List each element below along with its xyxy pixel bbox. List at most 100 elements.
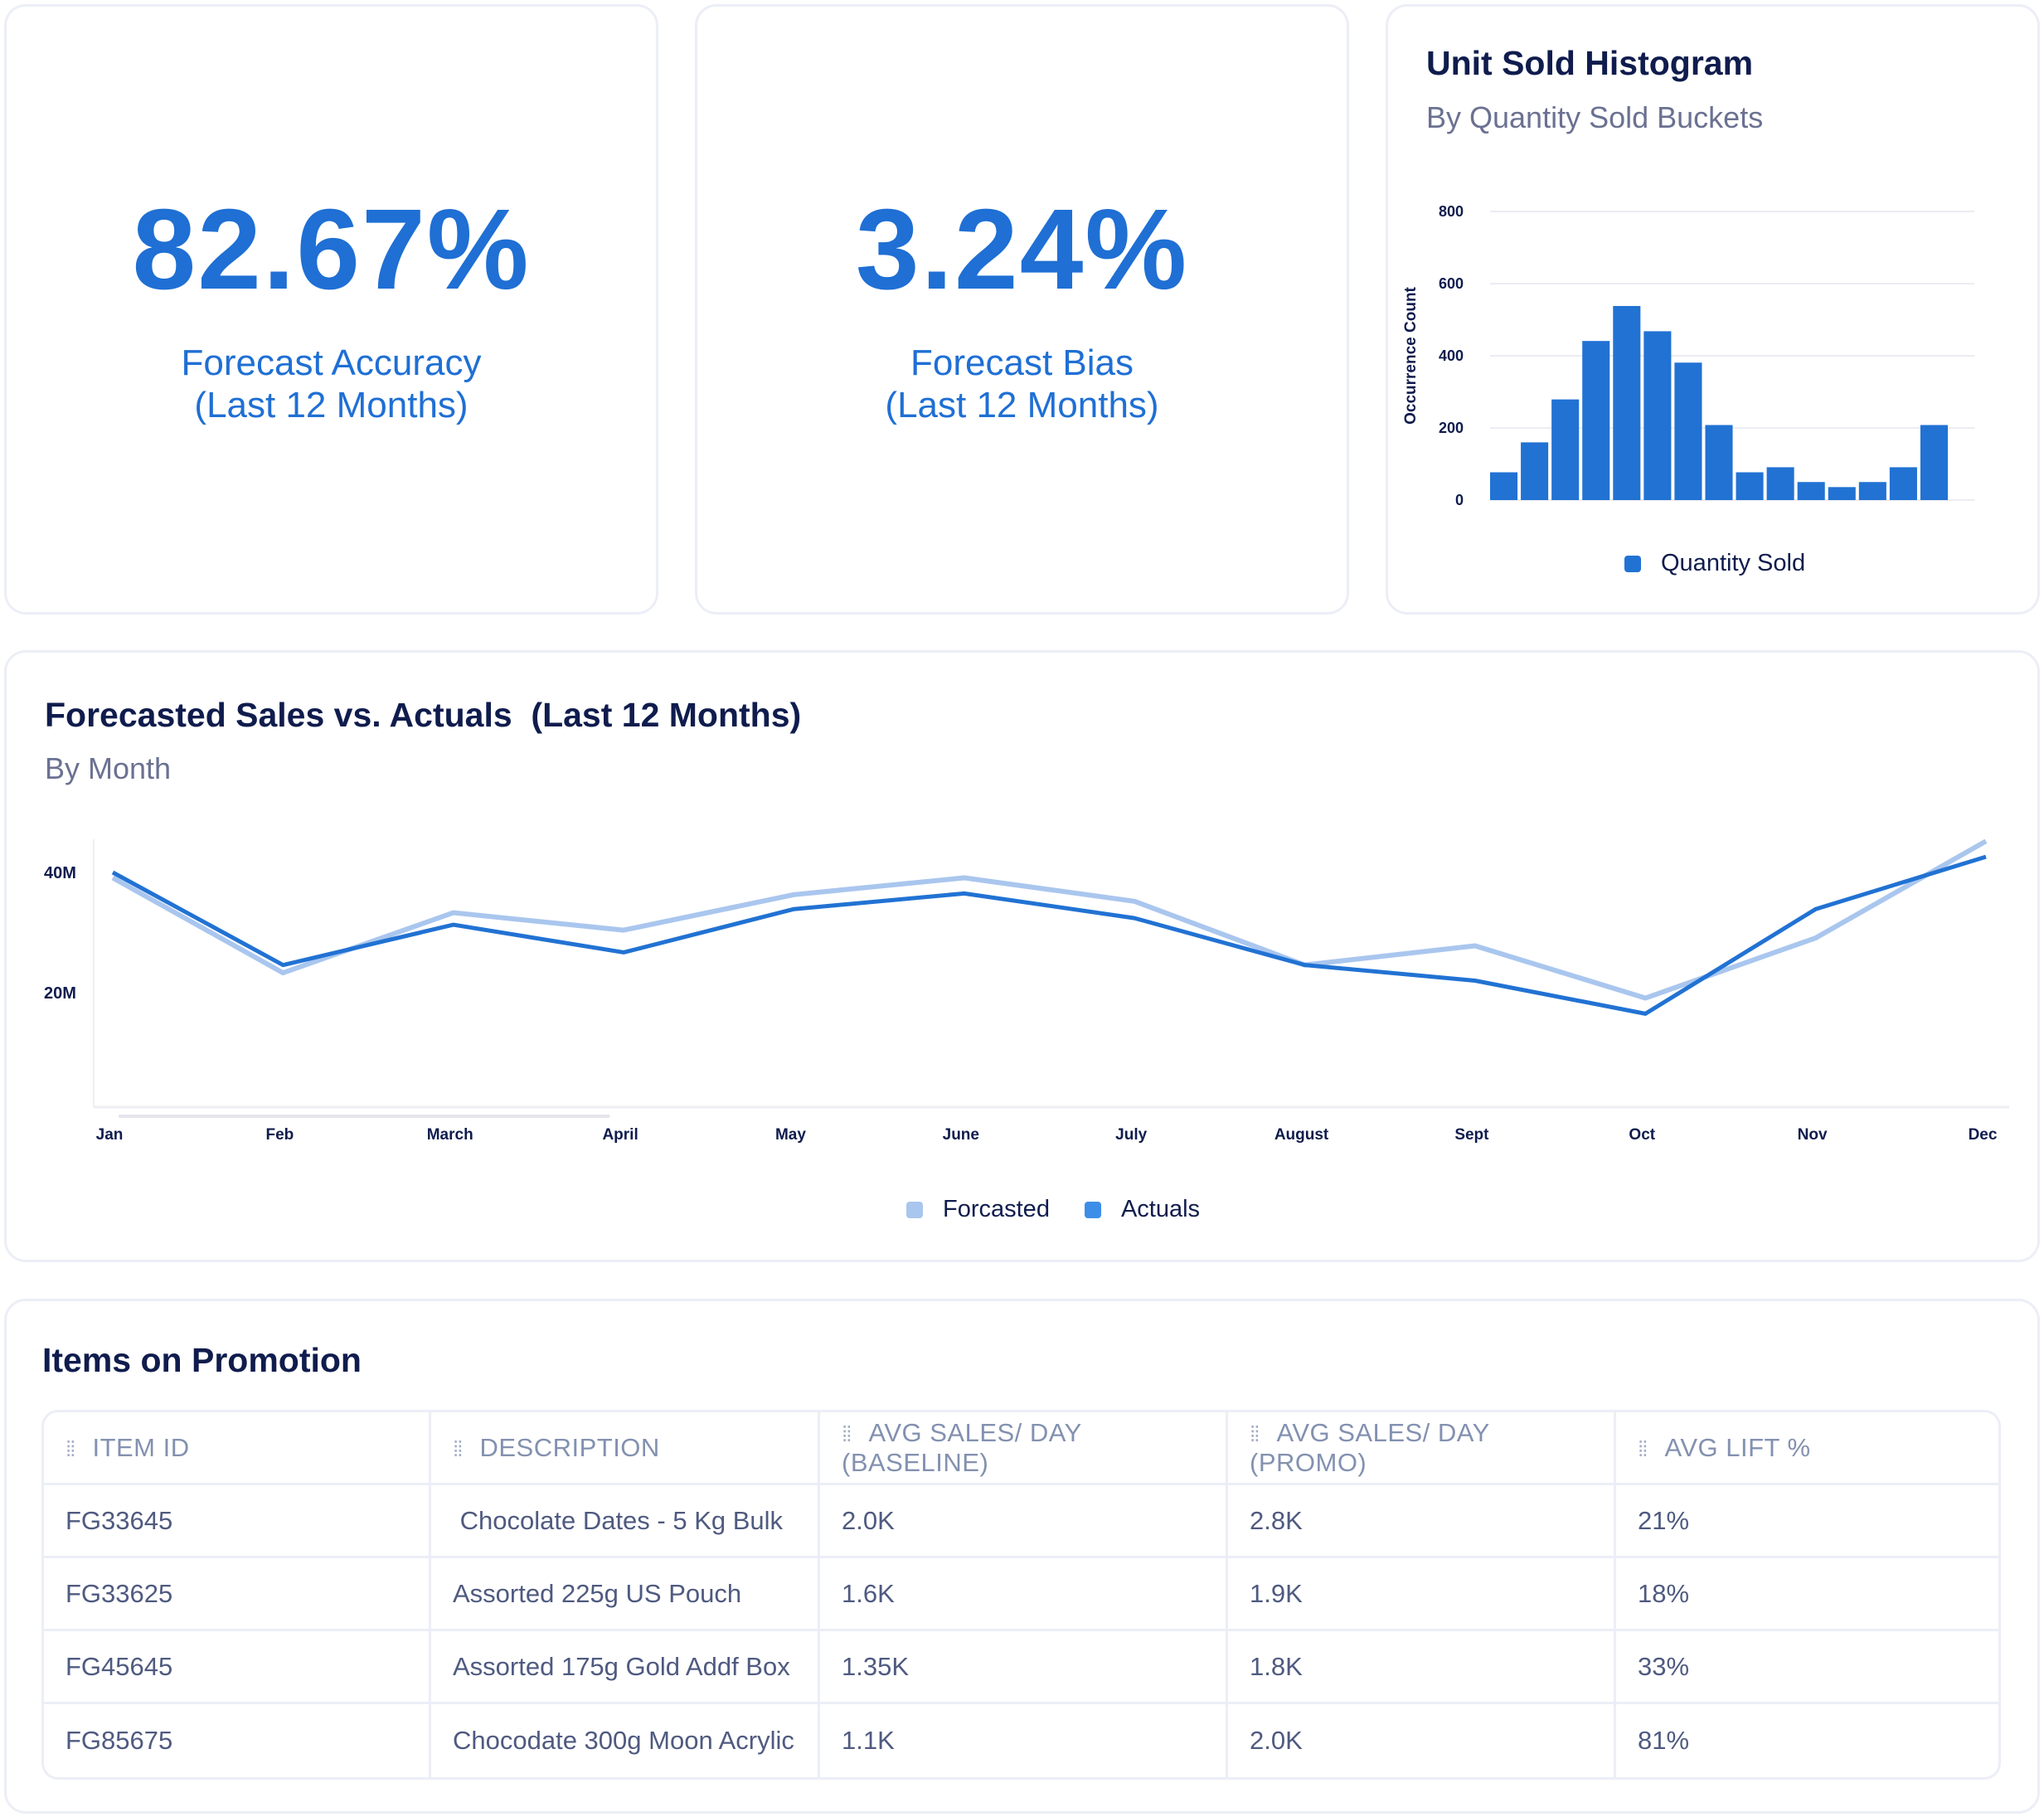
table-cell: FG45645: [44, 1631, 431, 1704]
table-cell: 81%: [1638, 1726, 1690, 1755]
x-tick-label: August: [1274, 1126, 1329, 1144]
table-cell: 2.0K: [820, 1485, 1228, 1558]
forecast-bias-card: 3.24% Forecast Bias (Last 12 Months): [695, 4, 1349, 615]
histogram-bar: [1705, 425, 1733, 500]
kpi-label-line: Forecast Bias: [910, 343, 1134, 383]
column-header-label: AVG SALES/ DAY (BASELINE): [842, 1417, 1082, 1477]
legend-label-actuals: Actuals: [1120, 1196, 1201, 1222]
drag-handle-icon[interactable]: ⁞⁞: [1250, 1421, 1260, 1446]
table-row[interactable]: FG45645 Assorted 175g Gold Addf Box 1.35K 1…: [44, 1631, 1998, 1704]
forecast-bias-label: Forecast Bias (Last 12 Months): [885, 342, 1158, 426]
histogram-bar: [1797, 482, 1825, 500]
column-header-description[interactable]: ⁞⁞ DESCRIPTION: [431, 1412, 820, 1485]
histogram-bar: [1643, 331, 1672, 500]
y-tick-label: 400: [1439, 347, 1464, 364]
x-tick-label: Oct: [1629, 1126, 1655, 1144]
table-cell: 33%: [1616, 1631, 1998, 1704]
forecast-accuracy-value: 82.67%: [132, 186, 531, 313]
x-tick-label: June: [943, 1126, 979, 1144]
x-tick-label: April: [602, 1126, 638, 1144]
line-chart-subtitle: By Month: [45, 751, 172, 785]
column-header-label: DESCRIPTION: [479, 1432, 660, 1462]
drag-handle-icon[interactable]: ⁞⁞: [842, 1421, 852, 1446]
histogram-bar: [1490, 472, 1518, 500]
histogram-bar: [1920, 425, 1948, 500]
table-cell: 1.8K: [1228, 1631, 1616, 1704]
y-tick-label: 40M: [44, 864, 76, 882]
histogram-chart: 0 200 400 600 800 Occurrence Count: [1402, 203, 1974, 508]
x-tick-label: March: [427, 1126, 473, 1144]
histogram-bar: [1889, 467, 1917, 500]
y-tick-label: 0: [1455, 492, 1464, 508]
x-tick-label: Dec: [1969, 1126, 1998, 1144]
column-header-avg-sales-baseline[interactable]: ⁞⁞ AVG SALES/ DAY (BASELINE): [820, 1412, 1228, 1485]
table-title: Items on Promotion: [42, 1341, 362, 1379]
histogram-subtitle: By Quantity Sold Buckets: [1426, 100, 1764, 134]
histogram-bar: [1551, 399, 1580, 500]
table-cell: 1.35K: [820, 1631, 1228, 1704]
line-chart-legend: Forcasted Actuals: [906, 1196, 1200, 1223]
y-tick-label: 200: [1439, 420, 1464, 436]
x-tick-label: Feb: [265, 1126, 294, 1144]
table-cell: Assorted 175g Gold Addf Box: [431, 1631, 820, 1704]
x-tick-label: May: [775, 1126, 806, 1144]
table-header-row: ⁞⁞ ITEM ID ⁞⁞ DESCRIPTION ⁞⁞ AVG SALES/ DAY…: [44, 1412, 1998, 1485]
kpi-label-line: Forecast Accuracy: [181, 343, 482, 383]
table-cell: 2.0K: [1228, 1704, 1616, 1777]
x-tick-label: July: [1115, 1126, 1147, 1144]
histogram-bar: [1674, 362, 1702, 500]
table-cell: FG33625: [44, 1558, 431, 1631]
y-axis-label: Occurrence Count: [1402, 286, 1420, 424]
legend-swatch-quantity-sold: [1624, 555, 1641, 572]
table-row[interactable]: FG33645 Chocolate Dates - 5 Kg Bulk 2.0K 2…: [44, 1485, 1998, 1558]
forecast-vs-actuals-card: Forecasted Sales vs. Actuals (Last 12 Mo…: [4, 650, 2040, 1262]
drag-handle-icon[interactable]: ⁞⁞: [66, 1436, 76, 1461]
histogram-title: Unit Sold Histogram: [1426, 44, 1754, 82]
y-tick-label: 20M: [44, 984, 76, 1003]
promotion-table: ⁞⁞ ITEM ID ⁞⁞ DESCRIPTION ⁞⁞ AVG SALES/ DAY…: [41, 1410, 2001, 1780]
histogram-legend: Quantity Sold: [1624, 550, 1805, 577]
x-tick-label: Jan: [96, 1126, 124, 1144]
series-line-actuals: [111, 854, 1987, 1016]
table-cell: FG33645: [44, 1485, 431, 1558]
column-header-label: AVG SALES/ DAY (PROMO): [1250, 1417, 1490, 1477]
column-header-label: ITEM ID: [92, 1432, 190, 1462]
table-row[interactable]: FG85675 Chocodate 300g Moon Acrylic 1.1K 2.…: [44, 1704, 1998, 1777]
y-tick-label: 600: [1439, 275, 1464, 292]
table-cell: Chocodate 300g Moon Acrylic: [431, 1704, 820, 1777]
table-cell: 21%: [1616, 1485, 1998, 1558]
x-tick-label: Nov: [1798, 1126, 1828, 1144]
legend-label-forcasted: Forcasted: [943, 1196, 1050, 1222]
table-cell: 1.9K: [1228, 1558, 1616, 1631]
drag-handle-icon[interactable]: ⁞⁞: [453, 1436, 464, 1461]
column-header-avg-lift[interactable]: ⁞⁞ AVG LIFT %: [1616, 1412, 1998, 1485]
forecast-accuracy-label: Forecast Accuracy (Last 12 Months): [182, 342, 482, 426]
histogram-bar: [1858, 482, 1886, 500]
forecast-bias-value: 3.24%: [855, 186, 1189, 313]
table-cell: 18%: [1616, 1558, 1998, 1631]
table-cell: Chocolate Dates - 5 Kg Bulk: [431, 1485, 820, 1558]
column-header-label: AVG LIFT %: [1664, 1432, 1811, 1462]
series-line-forcasted: [111, 838, 1988, 1001]
forecast-accuracy-card: 82.67% Forecast Accuracy (Last 12 Months…: [4, 4, 658, 615]
drag-handle-icon[interactable]: ⁞⁞: [1638, 1436, 1648, 1461]
legend-swatch-forcasted: [906, 1201, 923, 1218]
legend-label-quantity-sold: Quantity Sold: [1661, 550, 1806, 576]
table-cell: 1.6K: [820, 1558, 1228, 1631]
histogram-card: Unit Sold Histogram By Quantity Sold Buc…: [1386, 4, 2040, 615]
column-header-item-id[interactable]: ⁞⁞ ITEM ID: [44, 1412, 431, 1485]
histogram-bar: [1582, 341, 1610, 500]
table-cell: FG85675: [44, 1704, 431, 1777]
histogram-bar: [1736, 472, 1764, 500]
table-cell: Assorted 225g US Pouch: [431, 1558, 820, 1631]
kpi-label-line: (Last 12 Months): [885, 385, 1159, 425]
histogram-bar: [1766, 467, 1794, 500]
histogram-bar: [1828, 487, 1856, 500]
table-cell: 2.8K: [1228, 1485, 1616, 1558]
legend-swatch-actuals: [1084, 1201, 1101, 1218]
column-header-avg-sales-promo[interactable]: ⁞⁞ AVG SALES/ DAY (PROMO): [1228, 1412, 1616, 1485]
histogram-bar: [1613, 305, 1641, 500]
line-chart: 20M 40M Jan Feb March April May June July August S…: [44, 838, 2009, 1144]
histogram-bar: [1521, 442, 1549, 500]
table-row[interactable]: FG33625 Assorted 225g US Pouch 1.6K 1.9K 18%: [44, 1558, 1998, 1631]
